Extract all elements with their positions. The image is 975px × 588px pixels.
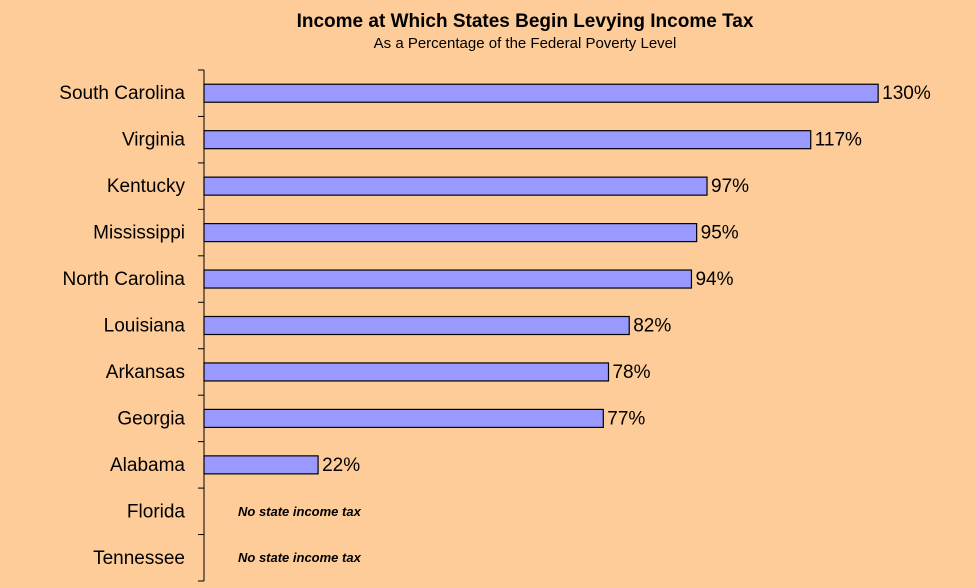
y-tick-label: South Carolina [59,83,185,104]
bar [203,408,604,429]
y-tick-label: Virginia [122,130,185,151]
bar [203,455,319,475]
chart-subtitle: As a Percentage of the Federal Poverty L… [374,35,677,52]
annotation: No state income tax [238,550,362,565]
data-label: 77% [607,408,645,429]
y-tick-label: Kentucky [107,176,186,197]
bar [203,222,698,243]
bar [203,315,630,336]
y-tick-label: North Carolina [63,269,186,290]
data-label: 22% [322,455,360,476]
y-tick-label: Mississippi [93,223,185,244]
bar [203,130,812,150]
data-label: 78% [612,362,650,383]
data-label: 82% [633,316,671,337]
data-label: 95% [701,223,739,244]
bar [203,269,693,289]
bar [203,83,879,103]
data-label: 130% [882,83,931,104]
y-tick-label: Arkansas [106,362,185,383]
chart-title: Income at Which States Begin Levying Inc… [297,11,754,32]
y-tick-label: Tennessee [93,548,185,569]
y-tick-label: Florida [127,501,186,522]
bar [203,176,708,196]
annotation: No state income tax [238,504,362,519]
data-label: 97% [711,176,749,197]
y-tick-label: Alabama [110,455,185,476]
y-tick-label: Georgia [117,408,185,429]
bar [203,362,610,382]
data-label: 94% [695,269,733,290]
y-tick-label: Louisiana [104,316,186,337]
data-label: 117% [815,130,862,151]
